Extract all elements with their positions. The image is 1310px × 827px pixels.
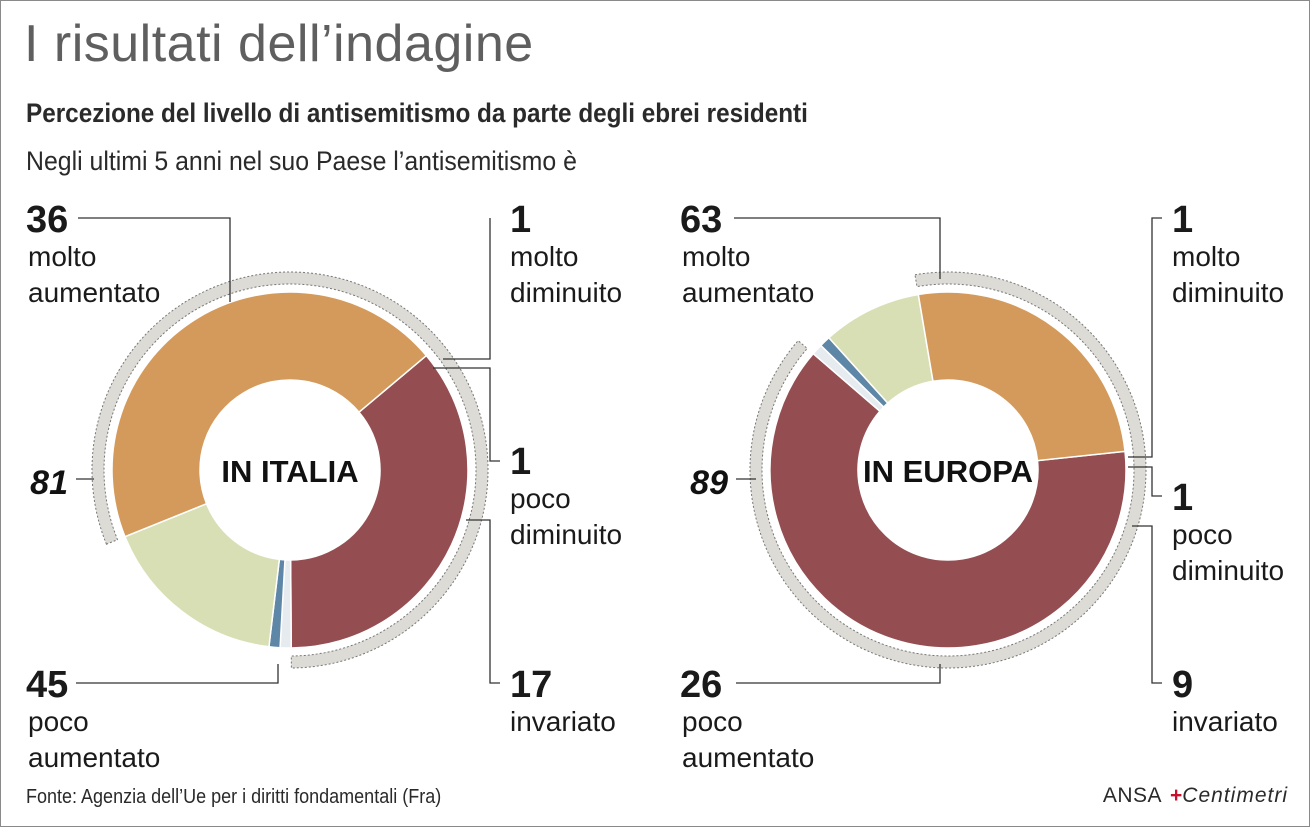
slice-poco-aumentato: [917, 291, 1126, 462]
category-label-poco-aumentato: poco: [682, 706, 743, 737]
category-label-molto-diminuito: diminuito: [1172, 277, 1284, 308]
value-label-poco-aumentato: 26: [680, 664, 722, 706]
category-label-poco-diminuito: diminuito: [510, 519, 622, 550]
aggregate-value: 81: [30, 464, 68, 502]
category-label-invariato: invariato: [510, 706, 616, 737]
category-label-molto-aumentato: molto: [682, 241, 750, 272]
value-label-molto-diminuito: 1: [1172, 199, 1193, 241]
category-label-molto-diminuito: molto: [510, 241, 578, 272]
category-label-invariato: invariato: [1172, 706, 1278, 737]
leader-line-molto-aumentato: [734, 217, 941, 279]
donut-italia: [91, 271, 489, 669]
logo-ansa: ANSA: [1102, 784, 1163, 807]
value-label-poco-aumentato: 45: [26, 664, 68, 706]
leader-line-invariato: [466, 519, 500, 684]
category-label-molto-aumentato: molto: [28, 241, 96, 272]
leader-line-poco-diminuito: [1128, 466, 1162, 497]
ansa-centimetri-logo: ANSA +Centimetri: [1103, 784, 1288, 808]
leader-line-poco-aumentato: [76, 664, 279, 684]
value-label-invariato: 9: [1172, 664, 1193, 706]
slice-poco-aumentato: [111, 291, 428, 538]
category-label-poco-aumentato: poco: [28, 706, 89, 737]
category-label-poco-diminuito: poco: [510, 483, 571, 514]
value-label-poco-diminuito: 1: [510, 441, 531, 483]
value-label-molto-diminuito: 1: [510, 199, 531, 241]
logo-brand: Centimetri: [1182, 784, 1288, 807]
question: Negli ultimi 5 anni nel suo Paese l’anti…: [26, 146, 577, 176]
center-label: IN EUROPA: [863, 454, 1033, 489]
leader-line-molto-aumentato: [78, 217, 231, 302]
category-label-poco-diminuito: diminuito: [1172, 555, 1284, 586]
donut-europa: [749, 271, 1147, 669]
slice-invariato: [123, 502, 281, 648]
leader-line-poco-aumentato: [736, 664, 941, 684]
category-label-molto-diminuito: molto: [1172, 241, 1240, 272]
aggregate-value: 89: [690, 464, 728, 502]
category-label-poco-aumentato: aumentato: [682, 742, 814, 773]
leader-line-molto-diminuito: [1128, 217, 1162, 458]
source-note: Fonte: Agenzia dell’Ue per i diritti fon…: [26, 786, 442, 808]
value-label-invariato: 17: [510, 664, 552, 706]
value-label-poco-diminuito: 1: [1172, 477, 1193, 519]
category-label-poco-aumentato: aumentato: [28, 742, 160, 773]
category-label-poco-diminuito: poco: [1172, 519, 1233, 550]
leader-line-invariato: [1132, 525, 1162, 684]
slice-molto-aumentato: [769, 352, 1127, 649]
aggregate-arc: [749, 271, 1147, 669]
center-label: IN ITALIA: [221, 454, 358, 489]
slice-molto-aumentato: [289, 354, 469, 649]
aggregate-arc: [91, 271, 489, 669]
category-label-molto-aumentato: aumentato: [28, 277, 160, 308]
leader-line-poco-diminuito: [433, 367, 500, 462]
category-label-molto-diminuito: diminuito: [510, 277, 622, 308]
subtitle: Percezione del livello di antisemitismo …: [26, 98, 808, 128]
logo-plus: +: [1170, 784, 1183, 807]
value-label-molto-aumentato: 36: [26, 199, 68, 241]
category-label-molto-aumentato: aumentato: [682, 277, 814, 308]
value-label-molto-aumentato: 63: [680, 199, 722, 241]
page-title: I risultati dell’indagine: [24, 15, 534, 73]
leader-line-molto-diminuito: [443, 218, 491, 360]
